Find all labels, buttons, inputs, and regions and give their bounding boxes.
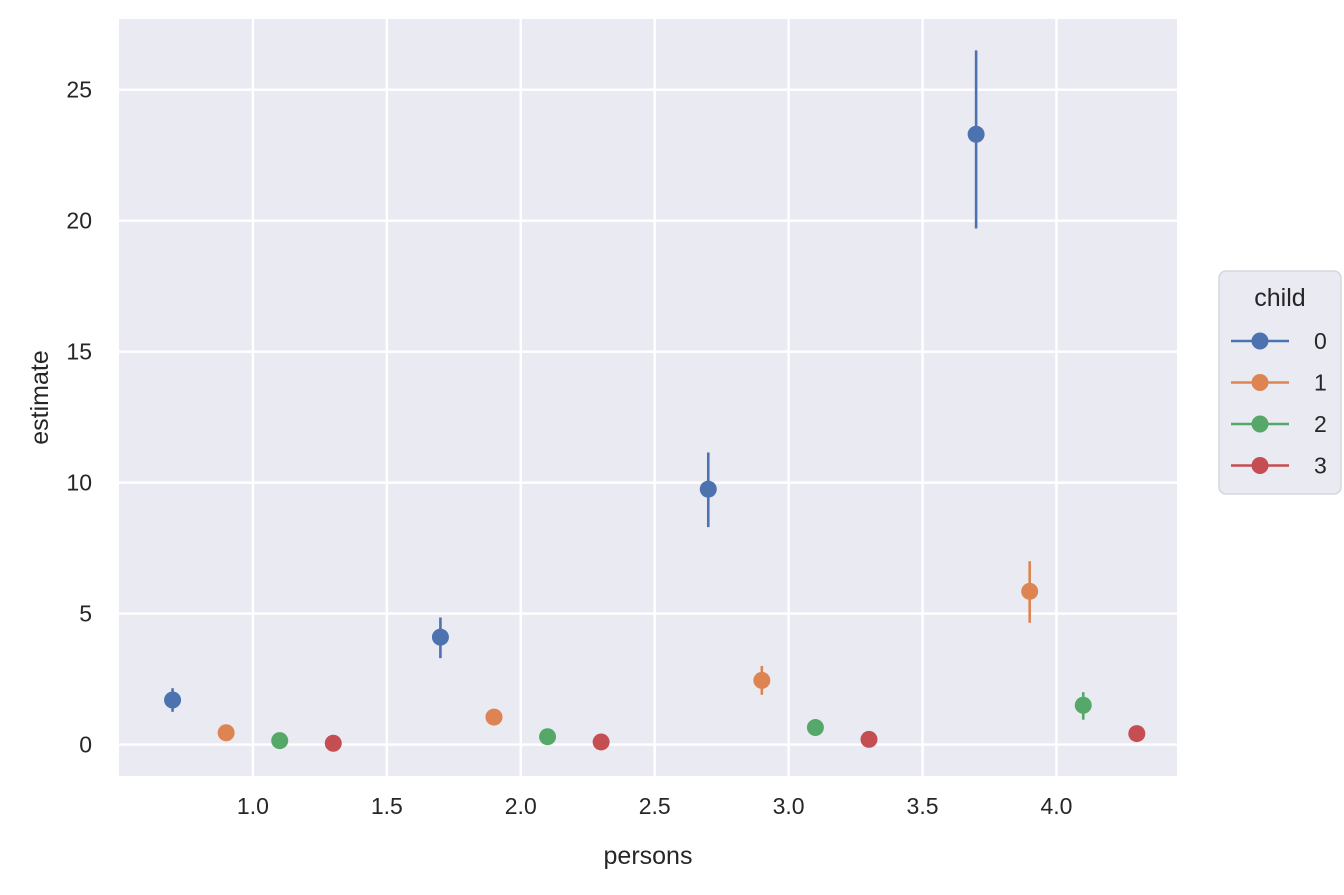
series-2 — [271, 692, 1092, 750]
x-axis-title: persons — [604, 842, 693, 870]
data-point — [753, 671, 771, 689]
data-point — [1074, 696, 1092, 714]
series-3 — [324, 725, 1146, 752]
legend-marker — [1251, 415, 1269, 433]
x-tick-label: 3.5 — [907, 793, 939, 819]
data-point — [592, 733, 610, 751]
legend-marker — [1251, 374, 1269, 391]
legend-label: 3 — [1314, 453, 1327, 479]
data-point — [164, 691, 182, 709]
x-tick-label: 3.0 — [773, 793, 805, 819]
x-tick-label: 2.0 — [505, 793, 537, 819]
grid — [119, 19, 1177, 776]
legend: child 0 1 2 3 — [1218, 270, 1342, 495]
x-tick-label: 4.0 — [1040, 793, 1072, 819]
legend-item-0: 0 — [1231, 328, 1327, 354]
data-point — [1021, 582, 1039, 600]
x-tick-label: 1.0 — [237, 793, 269, 819]
y-tick-label: 0 — [79, 732, 92, 758]
data-point — [539, 728, 557, 746]
y-tick-label: 5 — [79, 601, 92, 627]
data-point — [1128, 725, 1146, 743]
y-axis-ticks: 0 5 10 15 20 25 — [66, 77, 92, 758]
legend-item-1: 1 — [1231, 370, 1327, 396]
data-point — [324, 734, 342, 752]
data-point — [860, 730, 878, 748]
data-point — [271, 732, 289, 750]
data-point — [806, 719, 824, 737]
y-tick-label: 25 — [66, 77, 92, 103]
legend-label: 2 — [1314, 411, 1327, 437]
legend-marker — [1251, 457, 1269, 474]
legend-label: 0 — [1314, 328, 1327, 354]
y-tick-label: 15 — [66, 339, 92, 365]
series-1 — [217, 561, 1039, 742]
data-point — [699, 480, 717, 498]
legend-label: 1 — [1314, 370, 1327, 396]
legend-marker — [1251, 332, 1269, 350]
x-axis-ticks: 1.0 1.5 2.0 2.5 3.0 3.5 4.0 — [237, 793, 1073, 819]
legend-title: child — [1254, 284, 1305, 312]
data-point — [217, 724, 235, 742]
y-tick-label: 20 — [66, 208, 92, 234]
legend-item-3: 3 — [1231, 453, 1327, 479]
plot-area — [119, 19, 1177, 776]
x-tick-label: 1.5 — [371, 793, 403, 819]
data-layer — [164, 50, 1146, 752]
series-0 — [164, 50, 985, 712]
legend-items: 0 1 2 3 — [1231, 328, 1327, 479]
data-point — [967, 125, 985, 143]
data-point — [431, 628, 449, 646]
data-point — [485, 708, 503, 726]
y-tick-label: 10 — [66, 470, 92, 496]
x-tick-label: 2.5 — [639, 793, 671, 819]
y-axis-title: estimate — [26, 350, 54, 444]
legend-item-2: 2 — [1231, 411, 1327, 437]
